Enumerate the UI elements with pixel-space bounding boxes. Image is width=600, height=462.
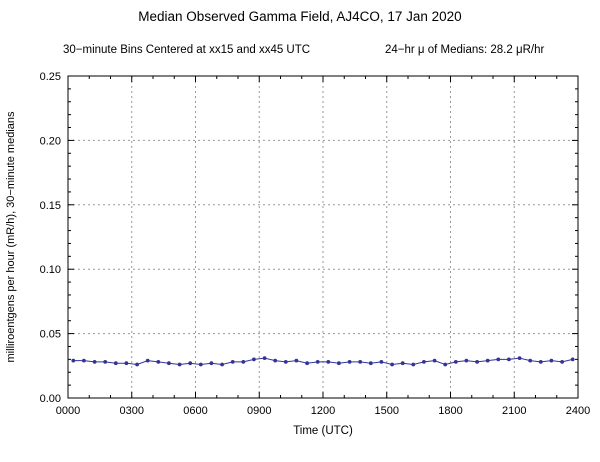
data-point — [400, 361, 405, 366]
data-point — [71, 358, 76, 363]
data-point — [92, 360, 97, 364]
data-point — [507, 357, 511, 362]
data-point — [273, 358, 278, 363]
data-point — [198, 362, 203, 367]
data-point — [528, 358, 533, 363]
data-point — [337, 361, 341, 366]
data-point — [305, 361, 309, 366]
data-point — [283, 360, 288, 364]
data-point — [368, 361, 373, 366]
data-point — [517, 356, 522, 360]
data-point — [209, 361, 214, 366]
data-point — [230, 360, 235, 364]
data-point — [167, 361, 171, 366]
plot-area: 0000 0300 0600 0900 1200 1500 1800 2100 2400 0.00… — [40, 71, 591, 417]
x-tick-label: 0900 — [247, 405, 271, 417]
data-point — [135, 362, 140, 367]
data-point — [156, 360, 161, 364]
data-point — [177, 362, 182, 367]
data-point — [294, 358, 299, 363]
y-tick-label: 0.10 — [40, 264, 61, 276]
data-point — [549, 358, 554, 363]
x-tick-label: 0300 — [120, 405, 144, 417]
data-point — [379, 360, 384, 364]
y-tick-label: 0.00 — [40, 393, 61, 405]
data-point — [252, 357, 256, 362]
data-point — [124, 361, 129, 366]
data-point — [315, 360, 320, 364]
data-point — [347, 360, 352, 364]
data-point — [220, 362, 225, 367]
data-point — [103, 360, 108, 364]
y-axis-label: milliroentgens per hour (mR/h), 30−minut… — [5, 111, 17, 362]
data-point — [262, 356, 267, 360]
data-point — [443, 362, 448, 367]
y-tick-label: 0.25 — [40, 71, 61, 83]
chart-subtitle-mean: 24−hr μ of Medians: 28.2 μR/hr — [385, 44, 544, 56]
data-point — [241, 360, 246, 364]
x-tick-label: 2100 — [502, 405, 526, 417]
data-point — [485, 358, 490, 363]
data-point — [358, 360, 363, 364]
data-point — [560, 360, 564, 364]
chart-subtitle-bins: 30−minute Bins Centered at xx15 and xx45… — [63, 44, 310, 56]
data-point — [453, 360, 458, 364]
y-tick-label: 0.05 — [40, 329, 61, 341]
data-point — [326, 360, 331, 364]
y-tick-label: 0.20 — [40, 135, 61, 147]
x-tick-label: 0600 — [183, 405, 207, 417]
data-point — [538, 360, 543, 364]
data-point — [390, 362, 394, 367]
x-tick-label: 1800 — [438, 405, 462, 417]
data-point — [496, 357, 501, 362]
data-point — [145, 358, 150, 363]
y-tick-label: 0.15 — [40, 200, 61, 212]
data-point — [432, 358, 437, 363]
chart-title: Median Observed Gamma Field, AJ4CO, 17 J… — [138, 9, 461, 24]
x-tick-label: 2400 — [566, 405, 590, 417]
data-point — [475, 360, 479, 364]
data-point — [411, 362, 416, 367]
data-point — [464, 358, 469, 363]
x-tick-label: 0000 — [56, 405, 80, 417]
data-point — [113, 361, 118, 366]
x-axis-label: Time (UTC) — [293, 425, 353, 437]
x-tick-label: 1200 — [311, 405, 335, 417]
data-point — [422, 360, 426, 364]
x-tick-label: 1500 — [375, 405, 399, 417]
data-point — [570, 357, 575, 362]
data-point — [82, 358, 86, 363]
data-point — [188, 361, 193, 366]
